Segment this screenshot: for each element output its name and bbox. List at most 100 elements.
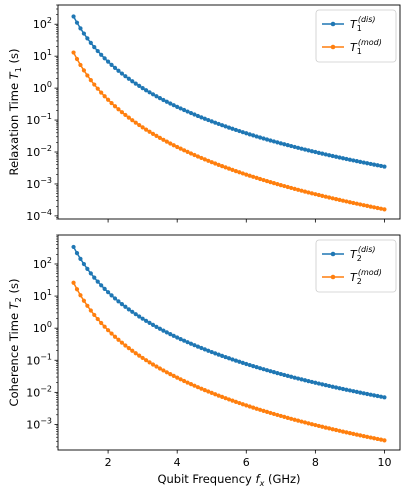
data-point-T2(mod)-2 (78, 293, 83, 298)
data-point-T1(mod)-61 (282, 183, 287, 189)
data-point-T2(dis)-37 (199, 345, 204, 351)
data-point-T1(dis)-63 (289, 143, 294, 149)
data-point-T2(mod)-72 (320, 424, 325, 429)
data-point-T2(mod)-14 (119, 340, 125, 345)
data-point-T1(dis)-61 (282, 142, 287, 147)
data-point-T2(mod)-66 (299, 419, 304, 424)
data-point-T2(mod)-44 (223, 396, 228, 401)
data-point-T2(dis)-43 (219, 353, 225, 358)
data-point-T1(mod)-65 (295, 187, 301, 192)
data-point-T2(mod)-77 (337, 428, 342, 433)
data-point-T2(dis)-85 (365, 391, 370, 397)
data-point-T1(dis)-12 (112, 65, 118, 70)
legend-subscript: 1 (357, 24, 362, 33)
data-point-T1(dis)-29 (171, 103, 176, 108)
data-point-T2(dis)-61 (282, 372, 287, 378)
data-point-T2(dis)-57 (268, 369, 273, 374)
data-point-T1(dis)-53 (254, 134, 259, 139)
data-point-T1(mod)-71 (316, 192, 321, 198)
data-point-T2(dis)-6 (92, 275, 97, 280)
data-point-T1(dis)-54 (257, 135, 263, 140)
data-point-T1(mod)-74 (327, 195, 332, 200)
data-point-T1(dis)-68 (306, 148, 311, 153)
y-axis-label-subscript: 1 (14, 67, 23, 72)
data-point-T2(dis)-25 (157, 326, 163, 331)
data-point-T2(mod)-43 (219, 394, 225, 399)
data-point-T2(dis)-0 (71, 244, 76, 250)
data-point-T1(dis)-80 (347, 157, 353, 162)
data-point-T1(dis)-89 (378, 163, 384, 169)
data-point-T1(mod)-36 (195, 154, 201, 159)
data-point-T1(dis)-56 (264, 137, 270, 142)
plot-frame-2 (57, 234, 401, 451)
data-point-T1(mod)-57 (268, 180, 273, 185)
data-point-T1(dis)-81 (351, 158, 356, 163)
data-point-T2(dis)-11 (109, 293, 114, 298)
data-point-T1(mod)-2 (78, 62, 83, 68)
data-point-T1(mod)-60 (278, 182, 283, 188)
data-point-T2(mod)-17 (130, 348, 135, 353)
data-point-T2(dis)-56 (264, 368, 270, 373)
data-point-T1(mod)-56 (264, 178, 270, 184)
data-point-T2(dis)-76 (333, 385, 339, 390)
data-point-T1(mod)-29 (171, 143, 176, 148)
data-point-T2(mod)-63 (289, 416, 294, 421)
data-point-T1(dis)-78 (340, 156, 346, 161)
data-point-T2(dis)-46 (230, 357, 235, 362)
data-point-T1(mod)-81 (351, 200, 356, 206)
y-tick-base: 10 (33, 290, 47, 303)
data-point-T2(dis)-67 (302, 378, 308, 383)
y-axis-label-unit: (s) (7, 279, 21, 298)
data-point-T1(mod)-41 (213, 161, 218, 166)
legend-box (315, 9, 397, 63)
data-point-T1(mod)-20 (140, 125, 145, 130)
y-tick-label: 10−2 (26, 144, 52, 159)
data-point-T2(mod)-10 (105, 328, 111, 333)
data-point-T2(dis)-29 (171, 333, 176, 338)
data-point-T2(mod)-16 (126, 346, 131, 351)
data-point-T1(mod)-75 (330, 196, 335, 201)
data-point-T2(dis)-83 (358, 390, 363, 395)
legend-subscript: 2 (357, 254, 362, 263)
data-point-T2(dis)-69 (309, 379, 315, 385)
data-point-T1(dis)-5 (88, 40, 93, 46)
data-point-T2(dis)-16 (126, 307, 131, 312)
data-point-T1(dis)-65 (295, 145, 301, 150)
data-point-T1(dis)-58 (271, 139, 277, 144)
data-point-T2(dis)-27 (164, 330, 169, 335)
data-point-T2(dis)-23 (150, 322, 156, 328)
data-point-T1(mod)-68 (306, 190, 311, 195)
data-point-T2(mod)-65 (295, 418, 301, 423)
data-point-T1(dis)-14 (119, 71, 125, 76)
legend-subscript: 1 (357, 47, 362, 56)
data-point-T2(dis)-17 (130, 309, 135, 314)
data-point-T1(dis)-59 (275, 140, 280, 145)
data-point-T1(dis)-10 (105, 59, 111, 64)
data-point-T2(mod)-39 (206, 389, 211, 394)
data-point-T1(mod)-25 (157, 135, 163, 140)
y-axis-label-symbol: T (7, 71, 21, 79)
y-tick-label: 10−3 (26, 176, 52, 191)
y-tick-label: 100 (33, 320, 52, 335)
data-point-T2(mod)-41 (213, 392, 218, 397)
y-tick-base: 10 (33, 258, 47, 271)
data-point-T1(dis)-90 (382, 164, 387, 169)
data-point-T1(dis)-50 (244, 131, 249, 136)
data-point-T2(mod)-49 (240, 402, 245, 407)
data-point-T2(mod)-85 (365, 434, 370, 439)
y-tick-label: 10−3 (26, 416, 52, 431)
y-axis-label-symbol: T (7, 301, 21, 309)
data-point-T2(mod)-73 (323, 425, 328, 430)
data-point-T2(dis)-62 (285, 373, 290, 378)
data-point-T2(dis)-60 (278, 371, 283, 377)
data-point-T2(mod)-80 (347, 431, 353, 436)
y-tick-exponent: 0 (47, 80, 52, 89)
data-point-T1(dis)-51 (247, 132, 252, 137)
data-point-T1(mod)-87 (371, 205, 377, 210)
data-point-T1(mod)-84 (361, 203, 366, 208)
y-tick-base: 10 (26, 210, 40, 223)
data-point-T1(dis)-66 (299, 146, 304, 151)
data-point-T2(dis)-59 (275, 371, 280, 376)
data-point-T1(mod)-38 (202, 157, 207, 162)
